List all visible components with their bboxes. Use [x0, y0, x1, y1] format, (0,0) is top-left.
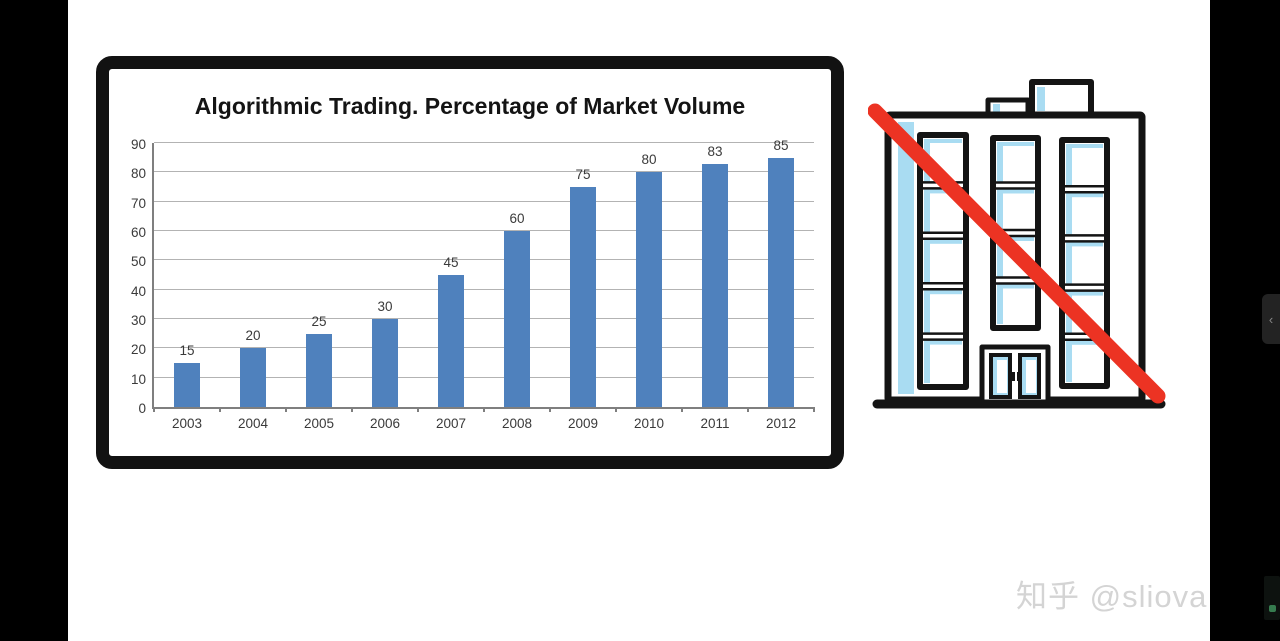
- building-illustration: [868, 79, 1166, 409]
- window-pane: [1072, 197, 1103, 235]
- window-pane: [930, 294, 962, 333]
- gridline: [154, 171, 814, 173]
- window-pane: [930, 344, 962, 383]
- gridline: [154, 318, 814, 319]
- watermark: 知乎 @sliova: [1016, 579, 1208, 614]
- gridline: [154, 347, 814, 349]
- plot-area: 0 10 20 30 40 50 60 70 80 90 15 2003 20 2004 25 2005 30 2…: [131, 137, 815, 431]
- gridline: [154, 376, 814, 378]
- x-axis-category-label: 2012: [765, 416, 797, 431]
- door-left-glass: [997, 360, 1007, 393]
- bar-2004: [240, 348, 266, 407]
- gridline: [154, 142, 814, 143]
- bar-value-label: 20: [245, 328, 261, 344]
- x-axis-category-label: 2004: [237, 416, 269, 431]
- bar-value-label: 75: [575, 167, 591, 182]
- panel-toggle-tab[interactable]: ‹: [1262, 294, 1280, 344]
- x-axis-tick: [417, 407, 419, 412]
- bar-2008: [504, 231, 530, 407]
- window-pane: [1003, 193, 1034, 229]
- y-axis-tick-label: 10: [130, 371, 146, 387]
- x-axis-tick: [153, 407, 155, 412]
- letterbox-left: [0, 0, 68, 641]
- x-axis-tick: [219, 407, 221, 412]
- y-axis-tick-label: 90: [130, 137, 146, 152]
- bar-2007: [438, 275, 464, 407]
- y-axis-tick-label: 50: [130, 254, 146, 270]
- y-axis-tick-label: 80: [130, 166, 146, 182]
- window-pane: [930, 243, 962, 283]
- bar-2005: [306, 333, 332, 407]
- y-axis-tick-label: 70: [130, 195, 146, 211]
- bar-2012: [768, 157, 794, 407]
- x-axis-tick: [813, 407, 815, 412]
- corner-logo-icon: [1264, 576, 1280, 620]
- chart-panel: Algorithmic Trading. Percentage of Marke…: [96, 56, 844, 469]
- x-axis-tick: [549, 407, 551, 412]
- x-axis-category-label: 2005: [303, 416, 335, 431]
- gridline: [154, 288, 814, 290]
- y-axis-tick-label: 20: [130, 342, 146, 358]
- corner-logo-dot: [1268, 605, 1276, 612]
- x-axis-category-label: 2008: [501, 416, 533, 431]
- x-axis-category-label: 2003: [171, 416, 203, 431]
- x-axis-category-label: 2006: [369, 416, 401, 431]
- window-pane: [1072, 344, 1103, 382]
- bar-2009: [570, 187, 596, 407]
- bar-value-label: 83: [707, 143, 723, 159]
- building-left-wall-shade: [898, 122, 914, 394]
- gridline: [154, 259, 814, 261]
- x-axis-tick: [747, 407, 749, 412]
- window-pane: [1072, 246, 1103, 284]
- y-axis-tick-label: 0: [138, 401, 146, 416]
- bar-value-label: 80: [641, 152, 657, 168]
- bar-2011: [702, 163, 728, 407]
- building-window-column: [1059, 137, 1110, 389]
- door-handle: [1012, 372, 1015, 381]
- x-axis-category-label: 2007: [435, 416, 467, 431]
- y-axis-tick-label: 30: [130, 313, 146, 328]
- bar-value-label: 85: [773, 137, 789, 153]
- bar-2010: [636, 172, 662, 407]
- bar-value-label: 60: [509, 211, 525, 226]
- bar-2006: [372, 319, 398, 407]
- x-axis-category-label: 2010: [633, 416, 665, 431]
- bar-value-label: 30: [377, 299, 393, 314]
- window-pane: [1003, 146, 1034, 182]
- building-window-column: [917, 132, 969, 390]
- x-axis-category-label: 2011: [700, 416, 730, 431]
- y-axis-tick-label: 40: [130, 283, 146, 299]
- x-axis-tick: [483, 407, 485, 412]
- bar-value-label: 25: [311, 313, 327, 329]
- bar-value-label: 45: [443, 255, 459, 270]
- building-door: [979, 344, 1051, 406]
- door-handle: [1017, 372, 1020, 381]
- x-axis-tick: [615, 407, 617, 412]
- roof-shade: [1037, 87, 1045, 111]
- window-pane: [1003, 288, 1034, 324]
- x-axis-tick: [681, 407, 683, 412]
- red-strikethrough-line: [868, 103, 1166, 404]
- y-axis-tick-label: 60: [130, 225, 146, 240]
- door-right-glass: [1026, 360, 1036, 393]
- x-axis-category-label: 2009: [567, 416, 599, 431]
- gridline: [154, 200, 814, 202]
- gridline: [154, 230, 814, 231]
- x-axis-tick: [285, 407, 287, 412]
- x-axis-tick: [351, 407, 353, 412]
- roof-shade: [993, 104, 1000, 115]
- chevron-left-icon: ‹: [1268, 311, 1274, 327]
- bar-2003: [174, 363, 200, 407]
- bar-value-label: 15: [179, 343, 195, 358]
- window-pane: [1072, 148, 1103, 186]
- chart-title: Algorithmic Trading. Percentage of Marke…: [194, 93, 746, 119]
